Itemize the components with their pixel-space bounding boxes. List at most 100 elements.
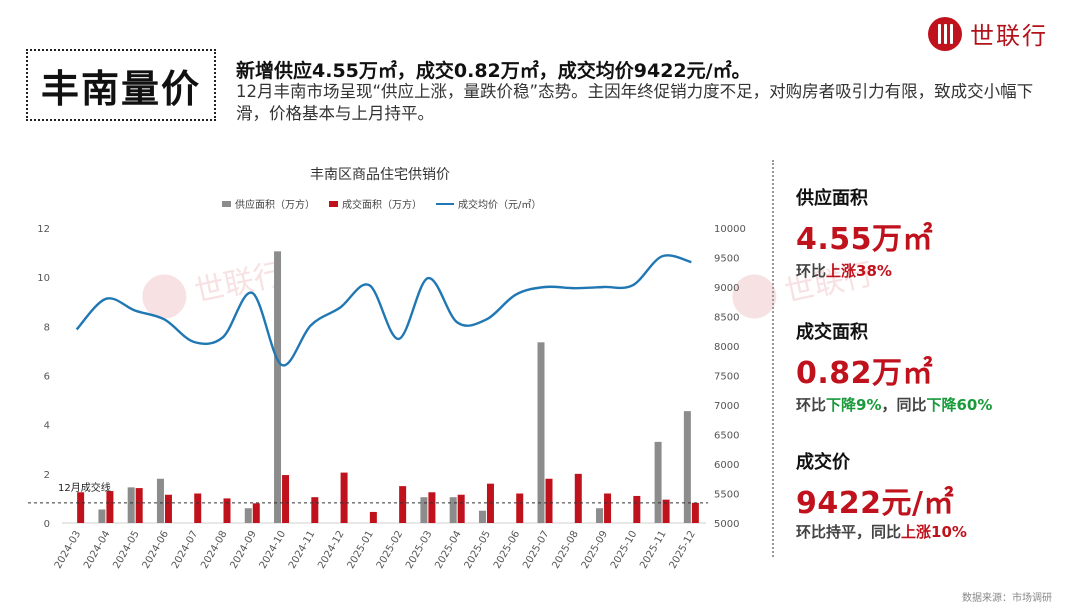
kpi-supply-value: 4.55万㎡	[796, 222, 934, 257]
bar-supply	[244, 508, 252, 523]
y-right-tick-label: 9000	[714, 283, 739, 294]
x-tick-label: 2025-08	[550, 529, 580, 571]
bar-deal	[399, 486, 407, 523]
bar-deal	[691, 502, 699, 523]
y-left-tick-label: 0	[44, 519, 50, 530]
bar-deal	[457, 494, 465, 523]
y-left-tick-label: 10	[37, 273, 50, 284]
y-left-tick-label: 6	[44, 372, 50, 383]
kpi-note-part: 下降9%	[826, 396, 882, 414]
y-right-tick-label: 7000	[714, 401, 739, 412]
x-tick-label: 2025-12	[668, 529, 698, 571]
brand-logo: 世联行	[928, 16, 1048, 51]
bar-supply	[98, 509, 106, 523]
bar-deal	[106, 491, 114, 523]
kpi-supply-label: 供应面积	[796, 188, 868, 209]
bar-deal	[164, 494, 172, 523]
x-tick-label: 2025-06	[492, 529, 522, 571]
y-right-tick-label: 6000	[714, 460, 739, 471]
watermark: 世联行	[142, 257, 287, 319]
kpi-note-part: 上涨10%	[901, 523, 967, 541]
bar-supply	[478, 510, 486, 523]
chart-title: 丰南区商品住宅供销价	[310, 167, 450, 183]
kpi-note-part: 下降60%	[926, 396, 993, 414]
bar-deal	[340, 472, 348, 523]
bar-deal	[574, 473, 582, 523]
bar-supply	[654, 441, 662, 523]
x-tick-label: 2025-01	[346, 529, 376, 571]
bar-supply	[683, 411, 691, 523]
reference-line-label: 12月成交线	[58, 481, 111, 494]
legend-item-supply: 供应面积（万方）	[222, 196, 315, 211]
x-tick-label: 2025-10	[609, 529, 639, 571]
bar-deal	[428, 492, 436, 523]
headline: 新增供应4.55万㎡，成交0.82万㎡，成交均价9422元/㎡。	[236, 60, 751, 82]
kpi-price-label: 成交价	[796, 452, 850, 473]
x-tick-label: 2025-03	[404, 529, 434, 571]
x-tick-label: 2024-05	[111, 529, 141, 571]
y-left-tick-label: 4	[44, 421, 50, 432]
bar-deal	[545, 478, 553, 523]
bar-deal	[252, 503, 260, 523]
bar-deal	[369, 511, 377, 523]
bar-supply	[274, 251, 282, 523]
x-tick-label: 2024-07	[170, 529, 200, 571]
watermark-mark	[142, 274, 187, 319]
legend-label-supply: 供应面积（万方）	[235, 200, 315, 211]
y-left-tick-label: 12	[37, 224, 50, 235]
x-tick-label: 2025-09	[580, 529, 610, 571]
y-right-tick-label: 8000	[714, 342, 739, 353]
y-right-tick-label: 6500	[714, 431, 739, 442]
x-tick-label: 2024-08	[199, 529, 229, 571]
watermark-text: 世联行	[192, 257, 287, 310]
legend-swatch-supply	[222, 200, 231, 207]
page-title: 丰南量价	[26, 49, 216, 121]
bar-supply	[449, 497, 457, 523]
y-right-tick-label: 8500	[714, 313, 739, 324]
description: 12月丰南市场呈现“供应上涨，量跌价稳”态势。主因年终促销力度不足，对购房者吸引…	[236, 82, 1034, 123]
logo-text: 世联行	[970, 22, 1048, 50]
kpi-supply-note: 环比上涨38%	[796, 260, 892, 281]
bar-supply	[156, 478, 164, 523]
legend-item-price: 成交均价（元/㎡）	[436, 196, 541, 211]
legend-swatch-deal	[329, 200, 338, 207]
kpi-deal-label: 成交面积	[796, 322, 868, 343]
section-divider	[772, 160, 774, 557]
kpi-note-part: 环比	[796, 396, 827, 414]
x-tick-label: 2025-02	[375, 529, 405, 571]
y-left-tick-label: 2	[44, 470, 50, 481]
y-right-tick-label: 9500	[714, 254, 739, 265]
kpi-note-part: 上涨38%	[826, 262, 892, 280]
y-right-tick-label: 5000	[714, 519, 739, 530]
bar-supply	[127, 487, 135, 523]
x-tick-label: 2024-11	[287, 529, 317, 571]
kpi-note-part: 环比持平，同比	[796, 523, 902, 541]
x-tick-label: 2024-12	[316, 529, 346, 571]
x-tick-label: 2024-04	[82, 529, 112, 571]
x-tick-label: 2025-04	[433, 529, 463, 571]
x-tick-label: 2024-09	[228, 529, 258, 571]
x-tick-label: 2025-11	[638, 529, 668, 571]
legend-label-deal: 成交面积（万方）	[342, 200, 422, 211]
y-left-tick-label: 8	[44, 322, 50, 333]
watermark-mark	[732, 274, 777, 319]
bar-deal	[194, 493, 202, 523]
data-source: 数据来源：市场调研	[962, 593, 1052, 604]
bar-deal	[223, 498, 231, 523]
x-tick-label: 2024-03	[53, 529, 83, 571]
bar-supply	[537, 342, 545, 523]
x-tick-label: 2024-10	[258, 529, 288, 571]
y-right-tick-label: 7500	[714, 372, 739, 383]
bar-deal	[282, 475, 290, 523]
bar-deal	[135, 488, 143, 523]
price-line	[75, 254, 692, 367]
x-tick-label: 2025-07	[521, 529, 551, 571]
legend-item-deal: 成交面积（万方）	[329, 196, 422, 211]
bar-deal	[662, 499, 670, 523]
bar-deal	[604, 493, 612, 523]
kpi-deal-value: 0.82万㎡	[796, 356, 934, 391]
legend-swatch-price	[436, 202, 454, 205]
bar-supply	[596, 508, 604, 523]
y-right-tick-label: 10000	[714, 224, 746, 235]
